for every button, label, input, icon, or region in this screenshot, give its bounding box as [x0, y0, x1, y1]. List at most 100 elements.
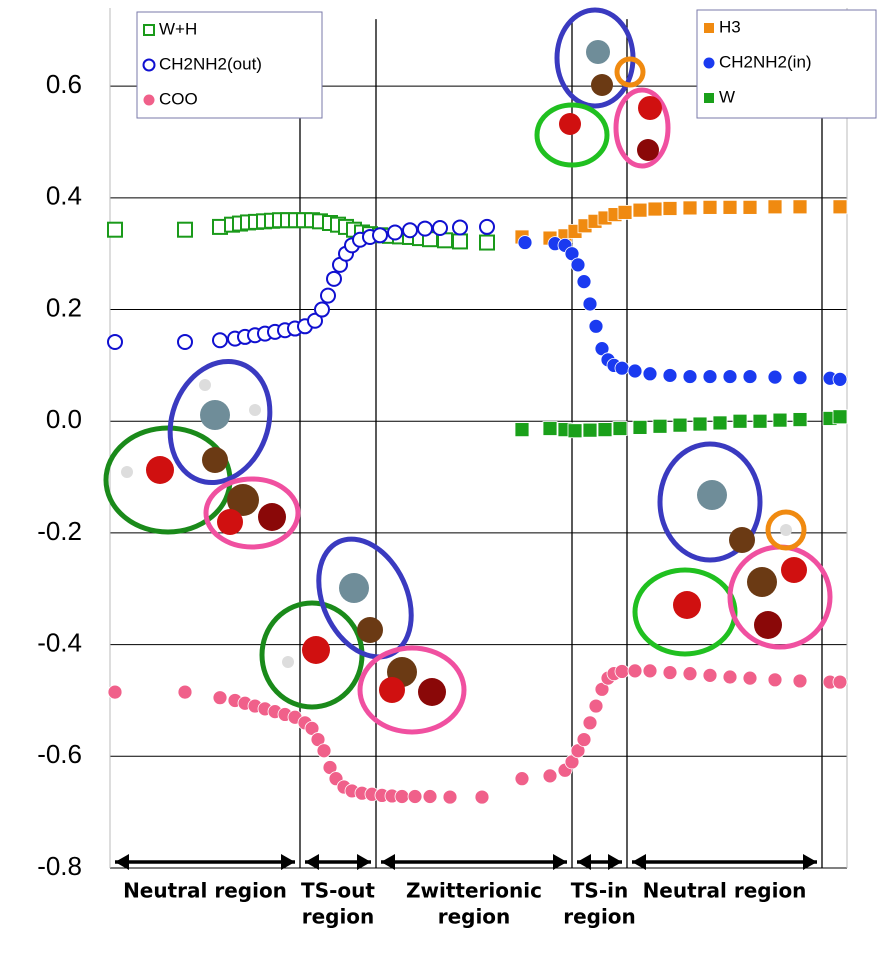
data-point: [793, 413, 807, 427]
data-point: [703, 668, 717, 682]
data-point: [833, 410, 847, 424]
atom: [339, 573, 369, 603]
data-point: [515, 772, 529, 786]
data-point: [663, 201, 677, 215]
atom: [781, 557, 807, 583]
data-point: [768, 673, 782, 687]
data-point: [178, 223, 192, 237]
legend-marker: [144, 25, 154, 35]
data-point: [723, 670, 737, 684]
atom: [591, 74, 613, 96]
atom: [638, 96, 662, 120]
data-point: [475, 790, 489, 804]
atom: [146, 456, 174, 484]
legend-label: CH2NH2(in): [719, 52, 812, 71]
data-point: [213, 333, 227, 347]
region-label: region: [438, 905, 511, 929]
y-tick-label: -0.2: [37, 516, 82, 546]
data-point: [178, 685, 192, 699]
data-point: [703, 200, 717, 214]
atom: [418, 678, 446, 706]
region-label: Neutral region: [643, 879, 807, 903]
data-point: [388, 225, 402, 239]
atom: [586, 40, 610, 64]
atom: [559, 113, 581, 135]
data-point: [713, 416, 727, 430]
data-point: [453, 220, 467, 234]
atom: [729, 527, 755, 553]
data-point: [577, 275, 591, 289]
atom: [200, 400, 230, 430]
legend-marker: [704, 23, 714, 33]
y-tick-label: 0.0: [46, 404, 82, 434]
data-point: [833, 675, 847, 689]
data-point: [613, 422, 627, 436]
atom: [379, 677, 405, 703]
data-point: [663, 666, 677, 680]
data-point: [648, 202, 662, 216]
atom: [302, 636, 330, 664]
data-point: [768, 200, 782, 214]
data-point: [571, 258, 585, 272]
data-point: [589, 699, 603, 713]
data-point: [583, 423, 597, 437]
data-point: [480, 220, 494, 234]
atom: [258, 503, 286, 531]
data-point: [543, 769, 557, 783]
data-point: [773, 413, 787, 427]
atom: [199, 379, 211, 391]
atom: [217, 509, 243, 535]
data-point: [108, 335, 122, 349]
y-tick-label: 0.6: [46, 69, 82, 99]
data-point: [480, 236, 494, 250]
data-point: [683, 667, 697, 681]
data-point: [833, 200, 847, 214]
atom: [637, 139, 659, 161]
atom: [357, 617, 383, 643]
legend-marker: [704, 93, 714, 103]
data-point: [577, 733, 591, 747]
data-point: [653, 419, 667, 433]
data-point: [743, 200, 757, 214]
data-point: [768, 370, 782, 384]
data-point: [615, 361, 629, 375]
data-point: [589, 319, 603, 333]
data-point: [643, 367, 657, 381]
data-point: [793, 674, 807, 688]
legend-marker: [144, 60, 155, 71]
data-point: [317, 744, 331, 758]
data-point: [628, 364, 642, 378]
data-point: [453, 234, 467, 248]
region-label: Zwitterionic: [406, 879, 542, 903]
atom: [673, 591, 701, 619]
legend-label: H3: [719, 17, 741, 36]
data-point: [518, 236, 532, 250]
data-point: [443, 790, 457, 804]
data-point: [683, 201, 697, 215]
data-point: [403, 223, 417, 237]
data-point: [418, 222, 432, 236]
data-point: [703, 370, 717, 384]
chart: -0.8-0.6-0.4-0.20.00.20.40.6: [0, 0, 878, 957]
data-point: [615, 664, 629, 678]
data-point: [108, 685, 122, 699]
data-point: [683, 370, 697, 384]
data-point: [408, 790, 422, 804]
atom: [780, 524, 792, 536]
y-tick-label: -0.4: [37, 627, 82, 657]
y-tick-label: -0.8: [37, 851, 82, 881]
data-point: [693, 417, 707, 431]
atom: [282, 656, 294, 668]
legend-label: W: [719, 87, 735, 106]
legend-label: W+H: [159, 19, 197, 38]
data-point: [433, 221, 447, 235]
atom: [747, 567, 777, 597]
data-point: [733, 414, 747, 428]
data-point: [373, 228, 387, 242]
data-point: [618, 205, 632, 219]
data-point: [583, 716, 597, 730]
data-point: [663, 368, 677, 382]
data-point: [423, 790, 437, 804]
data-point: [108, 223, 122, 237]
data-point: [723, 200, 737, 214]
